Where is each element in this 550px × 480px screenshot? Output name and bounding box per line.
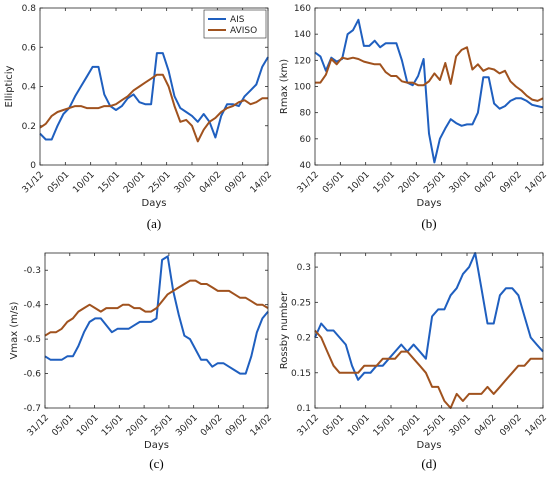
legend-box (203, 9, 267, 39)
panel-a-ytick-label: 0.4 (22, 83, 37, 93)
panel-a-xtick-label: 14/02 (249, 170, 274, 195)
panel-b-xtick-label: 04/02 (473, 170, 498, 195)
panel-c-xtick-label: 15/01 (100, 413, 125, 438)
panel-b-xtick-label: 14/02 (524, 170, 549, 195)
panel-c-xtick-label: 09/02 (224, 413, 249, 438)
panel-b-xtick-label: 05/01 (321, 170, 346, 195)
panel-a-ytick-label: 0.8 (22, 4, 37, 14)
panel-a-series-aviso (39, 73, 268, 143)
panel-d-xtick-label: 09/02 (498, 413, 523, 438)
panel-c-series-ais (44, 255, 269, 375)
panel-a-ytick-label: 0.2 (22, 122, 36, 132)
panel-a-xtick-label: 25/01 (147, 170, 172, 195)
panel-b-xtick-label: 30/01 (448, 170, 473, 195)
panel-a-xtick-label: 10/01 (71, 170, 96, 195)
panel-c-ytick-label: -0.4 (23, 301, 41, 311)
panel-a-ytick-label: 0 (30, 161, 36, 171)
panel-c-xlabel: Days (144, 440, 169, 451)
panel-a-xtick-label: 05/01 (46, 170, 71, 195)
panel-a-xtick-label: 20/01 (122, 170, 147, 195)
panel-c-series-aviso (44, 279, 269, 337)
panel-b-series-ais (314, 18, 544, 164)
panel-a-xtick-label: 15/01 (97, 170, 122, 195)
panel-c-xtick-label: 05/01 (50, 413, 75, 438)
panel-d-xtick-label: 31/12 (296, 413, 321, 438)
panel-c-xtick-label: 20/01 (125, 413, 150, 438)
panel-b-ylabel: Rmax (km) (279, 59, 290, 114)
panel-d: 0.1 0.15 0.2 0.25 0.3 31/12 05/01 10/01 15/01 20/… (279, 252, 549, 471)
panel-d-series-aviso (314, 329, 543, 409)
legend-label-aviso: AVISO (230, 26, 257, 36)
panel-b-ytick-label: 140 (294, 30, 311, 40)
panel-d-xtick-label: 04/02 (473, 413, 498, 438)
panel-d-plot-area (315, 253, 543, 408)
panel-c-axes-box (44, 252, 269, 409)
panel-a-xtick-label: 04/02 (198, 170, 223, 195)
panel-b-axes-box (314, 7, 544, 166)
panel-c-caption: (c) (149, 456, 163, 471)
panel-c-ytick-label: -0.3 (23, 266, 41, 276)
panel-b-xlabel: Days (417, 198, 442, 209)
panel-d-ytick-label: 0.25 (291, 298, 311, 308)
panel-b-ytick-label: 40 (300, 161, 312, 171)
panel-b-series-aviso (315, 46, 544, 102)
panel-d-xtick-label: 15/01 (372, 413, 397, 438)
panel-b-ytick-label: 100 (294, 83, 311, 93)
panel-a-caption: (a) (147, 216, 161, 231)
legend-label-ais: AIS (230, 15, 245, 25)
panel-a-xtick-label: 09/02 (223, 170, 248, 195)
panel-d-axes-box (314, 252, 544, 409)
panel-d-xtick-label: 10/01 (346, 413, 371, 438)
panel-d-ytick-label: 0.2 (297, 334, 311, 344)
panel-d-xtick-label: 05/01 (321, 413, 346, 438)
panel-a-ytick-label: 0.6 (22, 43, 37, 53)
panel-b-plot-area (315, 8, 543, 165)
panel-c-xtick-label: 04/02 (199, 413, 224, 438)
panel-a: 0 0.2 0.4 0.6 0.8 31/12 05/01 10/01 15/01 20/01 25… (4, 4, 274, 231)
panel-d-ytick-label: 0.1 (297, 404, 311, 414)
panel-c-ylabel: Vmax (m/s) (9, 301, 20, 359)
panel-c-xtick-label: 10/01 (75, 413, 100, 438)
panel-a-axes-box (39, 7, 269, 166)
panel-c-plot-area (45, 253, 268, 408)
panel-b-xtick-label: 10/01 (346, 170, 371, 195)
panel-a-xlabel: Days (142, 198, 167, 209)
panel-b-xtick-label: 25/01 (422, 170, 447, 195)
panel-d-xlabel: Days (417, 440, 442, 451)
panel-b: 40 60 80 100 120 140 160 31/12 05/01 10/01 15/01 20… (279, 4, 549, 231)
panel-a-ylabel: Ellipticiy (4, 65, 15, 107)
panel-d-xtick-label: 20/01 (397, 413, 422, 438)
panel-c-xtick-label: 31/12 (26, 413, 51, 438)
panel-a-xtick-label: 31/12 (21, 170, 46, 195)
panel-d-ytick-label: 0.3 (297, 263, 311, 273)
panel-a-xtick-label: 30/01 (173, 170, 198, 195)
panel-d-series-ais (314, 252, 544, 381)
panel-a-series-ais (39, 52, 269, 141)
panel-d-ytick-label: 0.15 (291, 369, 311, 379)
panel-b-ytick-label: 80 (300, 109, 312, 119)
panel-b-xtick-label: 09/02 (498, 170, 523, 195)
panel-b-ytick-label: 160 (294, 4, 311, 14)
panel-d-ylabel: Rossby number (279, 291, 290, 369)
panel-b-ytick-label: 120 (294, 56, 311, 66)
panel-b-ytick-label: 60 (300, 135, 312, 145)
panel-c-xtick-label: 25/01 (150, 413, 175, 438)
panel-d-xtick-label: 30/01 (448, 413, 473, 438)
panel-c-ytick-label: -0.5 (23, 335, 41, 345)
panel-b-xtick-label: 31/12 (296, 170, 321, 195)
panel-d-xtick-label: 14/02 (524, 413, 549, 438)
panel-c-ytick-label: -0.7 (23, 404, 41, 414)
panel-b-xtick-label: 15/01 (372, 170, 397, 195)
panel-c: -0.7 -0.6 -0.5 -0.4 -0.3 31/12 05/01 10/01 15/01… (9, 252, 274, 471)
panel-c-xtick-label: 14/02 (249, 413, 274, 438)
panel-b-caption: (b) (421, 216, 436, 231)
panel-c-ytick-label: -0.6 (23, 370, 41, 380)
panel-c-xtick-label: 30/01 (174, 413, 199, 438)
panel-d-caption: (d) (421, 456, 436, 471)
panel-b-xtick-label: 20/01 (397, 170, 422, 195)
panel-d-xtick-label: 25/01 (422, 413, 447, 438)
